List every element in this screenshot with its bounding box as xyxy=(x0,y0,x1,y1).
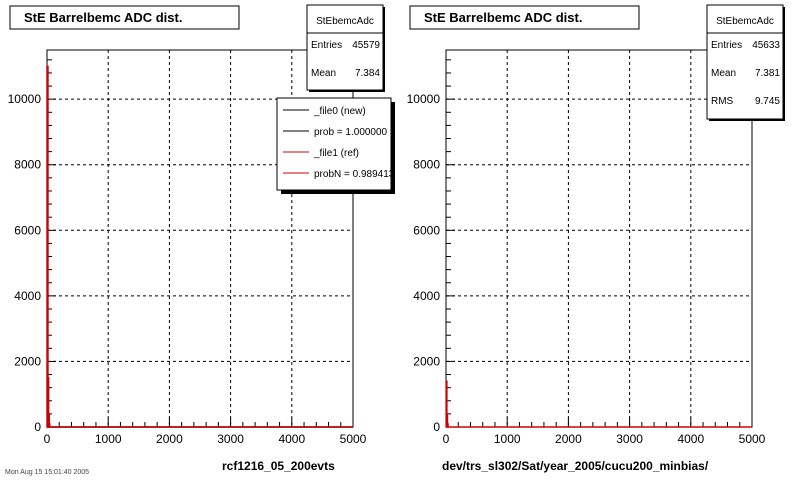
stats-box xyxy=(306,4,384,91)
x-axis-label: rcf1216_05_200evts xyxy=(222,459,335,473)
x-tick-label: 5000 xyxy=(739,432,766,446)
y-tick-label: 6000 xyxy=(413,223,440,237)
stats-value: 45579 xyxy=(352,40,380,51)
y-tick-label: 10000 xyxy=(407,92,441,106)
y-tick-label: 2000 xyxy=(14,354,41,368)
x-tick-label: 3000 xyxy=(217,432,244,446)
y-tick-label: 10000 xyxy=(8,92,42,106)
stats-label: Mean xyxy=(311,68,336,79)
plot-frame xyxy=(445,49,753,428)
legend-box xyxy=(276,97,392,191)
stats-value: 7.384 xyxy=(355,68,380,79)
y-tick-label: 8000 xyxy=(413,158,440,172)
x-tick-label: 2000 xyxy=(555,432,582,446)
y-tick-label: 0 xyxy=(433,420,440,434)
legend-entry: _file1 (ref) xyxy=(313,148,359,159)
stats-name: StEbemcAdc xyxy=(716,16,774,27)
x-tick-label: 4000 xyxy=(677,432,704,446)
stats-name: StEbemcAdc xyxy=(316,16,374,27)
chart-title: StE Barrelbemc ADC dist. xyxy=(424,10,582,25)
series-2 xyxy=(46,65,353,428)
x-tick-label: 2000 xyxy=(156,432,183,446)
title-box xyxy=(9,5,240,30)
stats-box xyxy=(706,4,784,120)
y-tick-label: 8000 xyxy=(14,158,41,172)
stats-label: Entries xyxy=(311,40,342,51)
legend-entry: _file0 (new) xyxy=(313,106,366,117)
title-box xyxy=(409,5,640,30)
y-tick-label: 2000 xyxy=(413,354,440,368)
stats-label: Mean xyxy=(711,68,736,79)
y-tick-label: 4000 xyxy=(413,289,440,303)
chart-title: StE Barrelbemc ADC dist. xyxy=(24,10,182,25)
x-tick-label: 4000 xyxy=(278,432,305,446)
x-tick-label: 1000 xyxy=(494,432,521,446)
y-tick-label: 0 xyxy=(34,420,41,434)
y-tick-label: 6000 xyxy=(14,223,41,237)
x-tick-label: 3000 xyxy=(616,432,643,446)
series-1 xyxy=(445,380,752,428)
stats-value: 45633 xyxy=(752,40,780,51)
x-tick-label: 1000 xyxy=(95,432,122,446)
x-tick-label: 0 xyxy=(44,432,51,446)
y-tick-label: 4000 xyxy=(14,289,41,303)
legend-entry: prob = 1.000000 xyxy=(314,127,388,138)
x-tick-label: 0 xyxy=(443,432,450,446)
chart-panel-2: 0 1000 2000 3000 4000 5000 0 2000 4000 6000 8000 10… xyxy=(407,4,785,473)
x-axis-label: dev/trs_sl302/Sat/year_2005/cucu200_minb… xyxy=(442,459,709,473)
chart-panel-1: 0 1000 2000 3000 4000 5000 0 2000 4000 6000 8000 10… xyxy=(8,4,395,473)
stats-label: RMS xyxy=(711,96,734,107)
stats-value: 9.745 xyxy=(755,96,780,107)
x-tick-label: 5000 xyxy=(340,432,367,446)
stats-value: 7.381 xyxy=(755,68,780,79)
legend-entry: probN = 0.989413 xyxy=(314,169,395,180)
histogram-bin xyxy=(46,65,49,428)
footer-timestamp: Mon Aug 15 15:01:40 2005 xyxy=(5,469,89,476)
stats-label: Entries xyxy=(711,40,742,51)
